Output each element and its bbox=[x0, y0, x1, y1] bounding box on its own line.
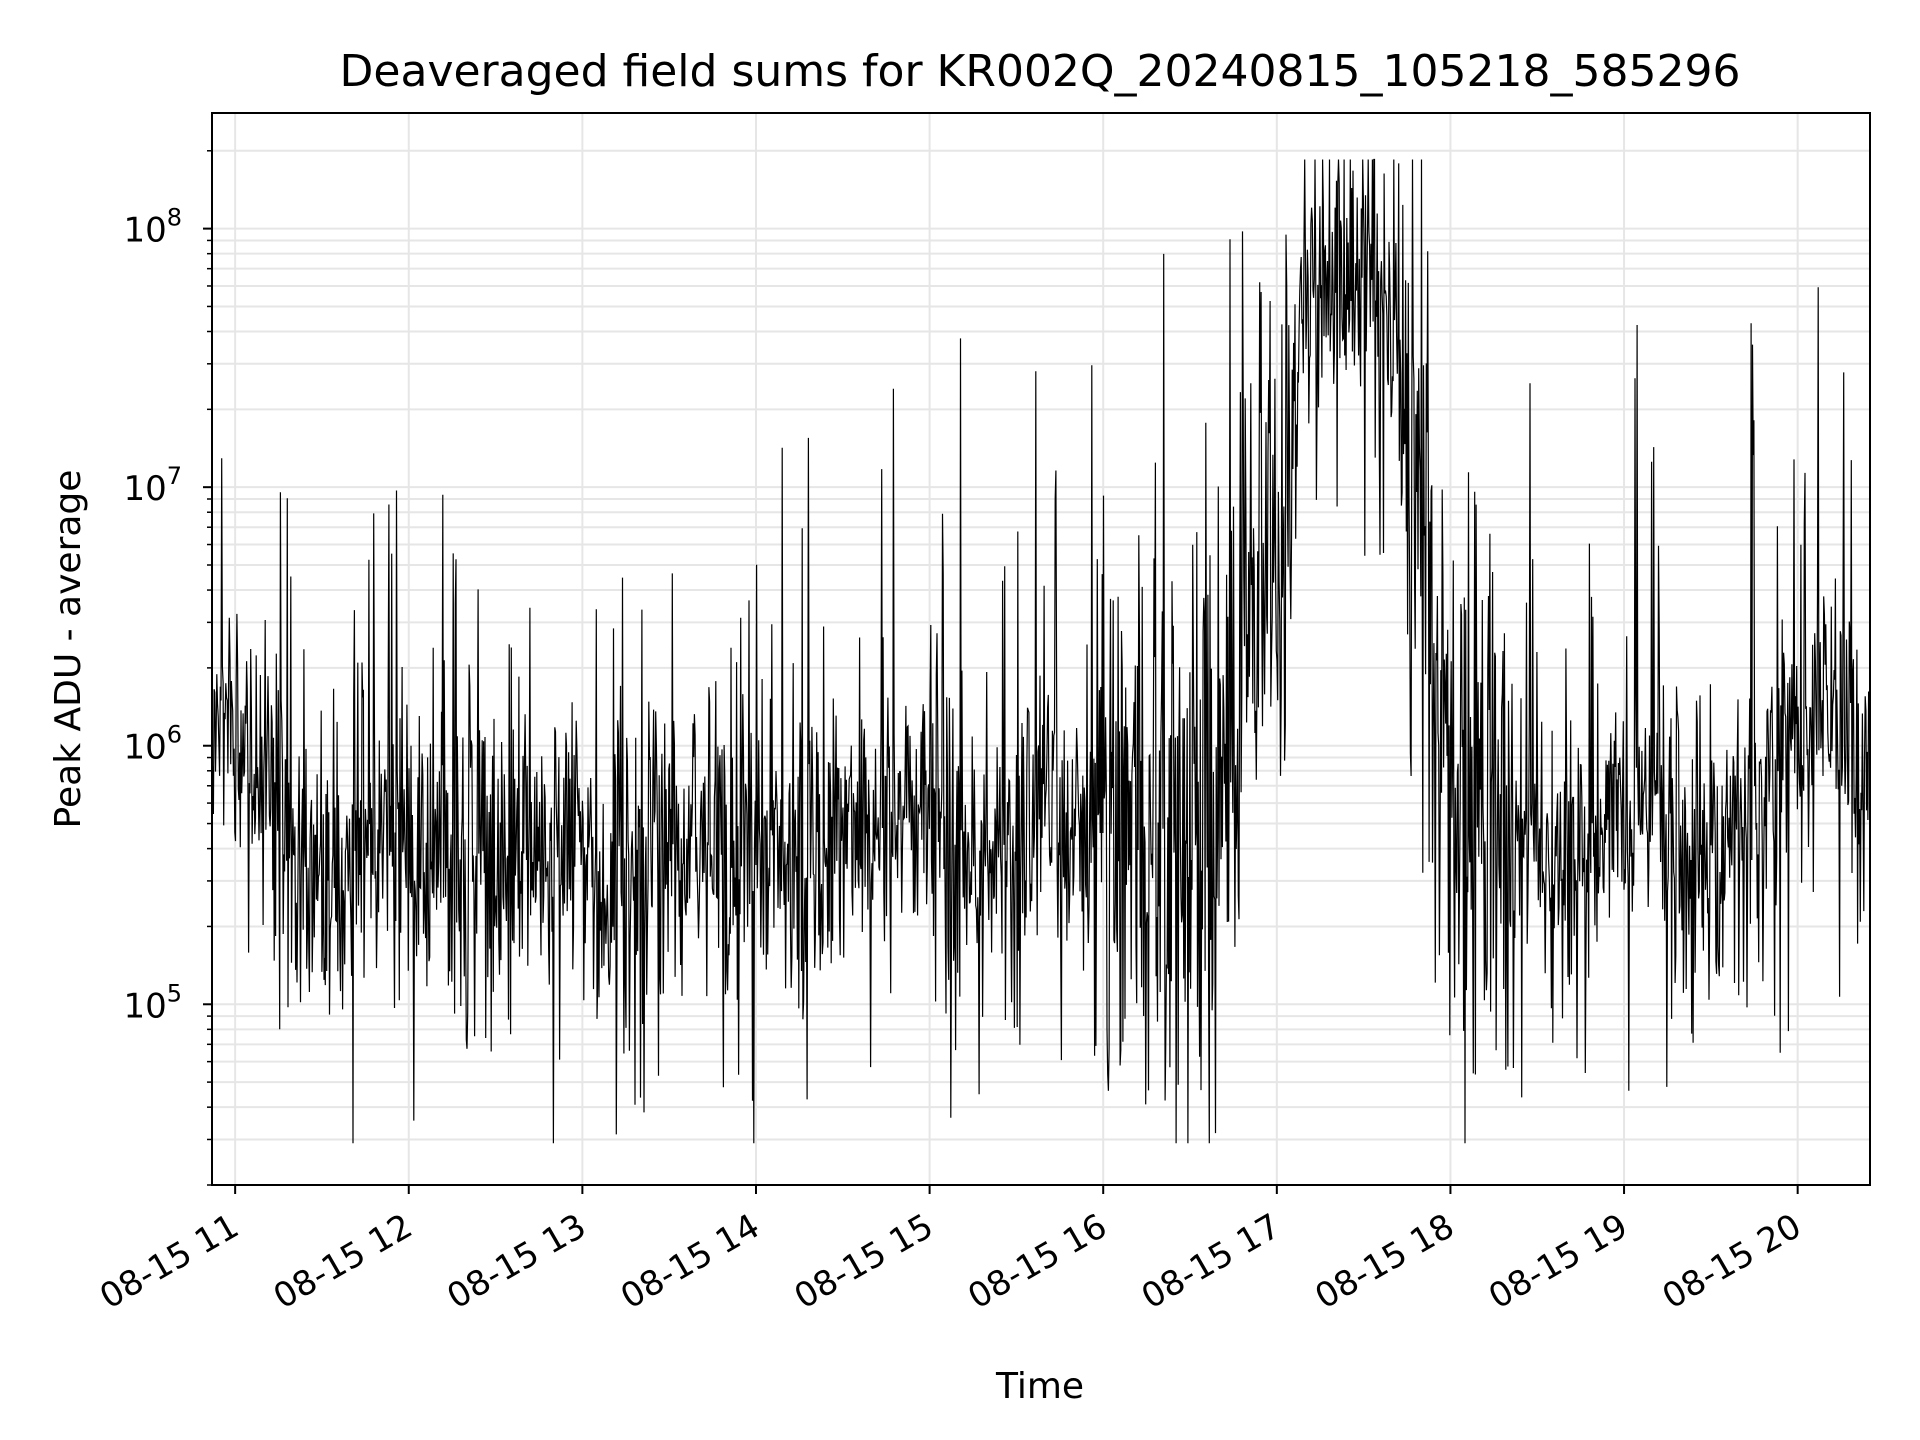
y-tick-label: 107 bbox=[123, 462, 182, 509]
y-axis-label: Peak ADU - average bbox=[48, 470, 89, 829]
series-line bbox=[211, 158, 1871, 1144]
grid-lines bbox=[212, 113, 1870, 1186]
x-tick-label: 08-15 15 bbox=[788, 1206, 940, 1317]
chart-title: Deaveraged field sums for KR002Q_2024081… bbox=[340, 46, 1741, 97]
x-tick-label: 08-15 17 bbox=[1135, 1206, 1287, 1317]
x-tick-label: 08-15 20 bbox=[1656, 1206, 1808, 1317]
y-tick-label: 106 bbox=[123, 721, 182, 768]
x-tick-label: 08-15 19 bbox=[1482, 1206, 1634, 1317]
x-axis-ticks: 08-15 11 08-15 12 08-15 13 08-15 14 08-15 15… bbox=[93, 1185, 1808, 1317]
y-tick-label: 108 bbox=[123, 204, 182, 251]
y-tick-label: 105 bbox=[123, 979, 182, 1026]
x-tick-label: 08-15 18 bbox=[1309, 1206, 1461, 1317]
x-tick-label: 08-15 14 bbox=[614, 1206, 766, 1317]
x-tick-label: 08-15 11 bbox=[93, 1206, 245, 1317]
plot-frame bbox=[211, 112, 1871, 1186]
x-axis-label: Time bbox=[995, 1366, 1084, 1407]
x-tick-label: 08-15 12 bbox=[267, 1206, 419, 1317]
x-tick-label: 08-15 16 bbox=[961, 1206, 1113, 1317]
y-axis-ticks: 105 106 107 108 bbox=[123, 150, 212, 1186]
x-tick-label: 08-15 13 bbox=[440, 1206, 592, 1317]
data-series bbox=[211, 158, 1871, 1144]
